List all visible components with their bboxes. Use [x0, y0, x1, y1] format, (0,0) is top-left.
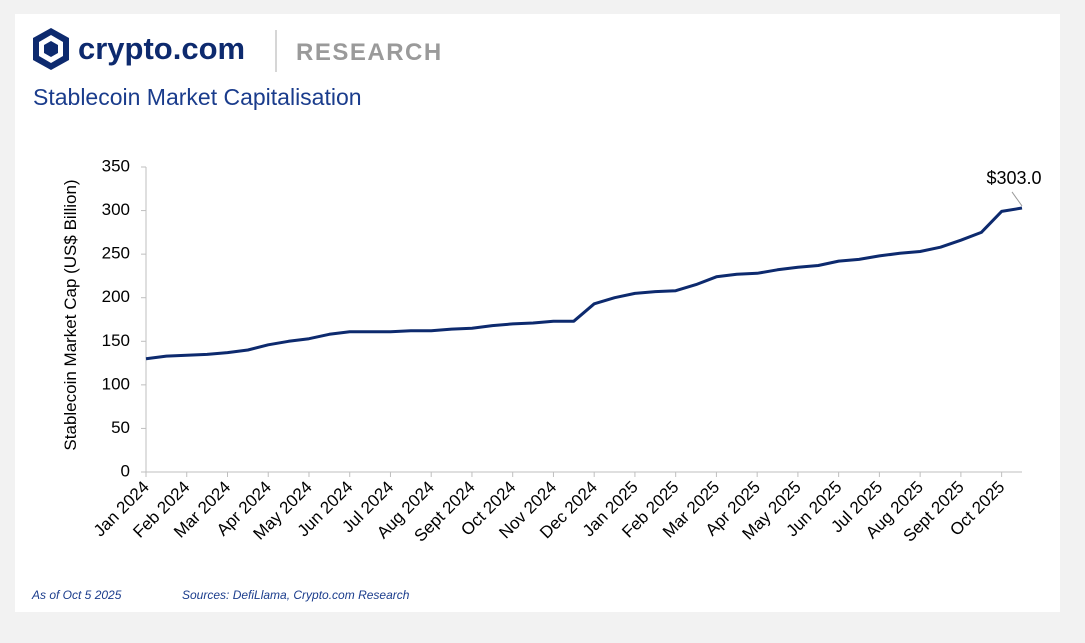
chart-title: Stablecoin Market Capitalisation	[33, 84, 362, 110]
y-tick-label: 0	[121, 461, 130, 480]
label-leader	[1011, 191, 1023, 207]
y-axis-label: Stablecoin Market Cap (US$ Billion)	[61, 179, 80, 450]
brand: crypto.com	[78, 31, 245, 66]
logo	[33, 28, 69, 70]
y-tick-label: 50	[111, 418, 130, 437]
line	[145, 206, 1023, 361]
card	[15, 14, 1060, 612]
as-of-note: As of Oct 5 2025	[31, 588, 122, 602]
y-tick-label: 100	[102, 374, 130, 393]
section: RESEARCH	[296, 39, 443, 66]
y-tick-label: 200	[102, 287, 130, 306]
data-label: $303.0	[986, 168, 1041, 188]
y-tick-label: 300	[102, 200, 130, 219]
sources-note: Sources: DefiLlama, Crypto.com Research	[182, 588, 410, 602]
y-tick-label: 250	[102, 244, 130, 263]
y-tick-label: 150	[102, 331, 130, 350]
y-tick-label: 350	[102, 156, 130, 175]
